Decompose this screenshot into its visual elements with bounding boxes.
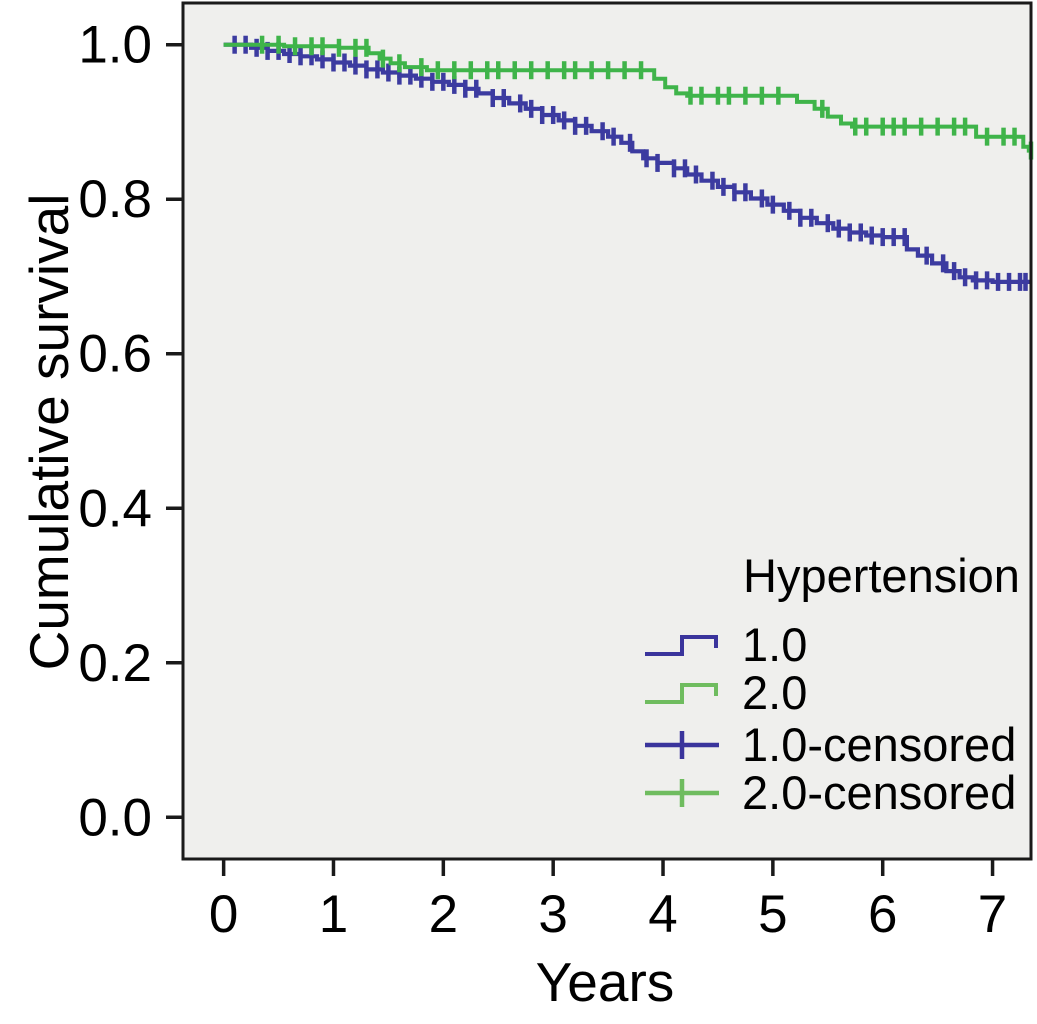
x-axis-tick-label: 0 [209,885,238,944]
x-axis-tick-label: 1 [319,885,348,944]
legend-title: Hypertension [743,549,1020,602]
x-axis-title: Years [536,951,675,1013]
legend-swatch-step-2.0-icon [645,683,718,704]
legend-swatch-step-1.0-icon [645,635,718,656]
x-axis-tick-label: 3 [538,885,567,944]
y-axis-title: Cumulative survival [18,194,80,671]
y-axis-tick-label: 0.4 [78,479,152,538]
legend-label-1.0-censored: 1.0-censored [742,718,1016,771]
survival-curve-1.0 [223,42,1031,284]
x-axis-tick-label: 2 [429,885,458,944]
y-axis-tick-label: 0.8 [78,170,152,229]
survival-curve-2.0 [223,42,1031,153]
legend-label-1.0: 1.0 [742,618,807,671]
x-axis-tick-label: 6 [868,885,897,944]
y-axis-tick-label: 0.0 [78,788,152,847]
y-axis-tick-label: 0.6 [78,325,152,384]
plot-layer: 0 1 2 3 4 5 6 7 0.0 0.2 0.4 0.6 0.8 1.0 [78,1,1034,944]
legend-swatch-censor-1.0-icon [645,731,719,759]
legend-swatch-censor-2.0-icon [645,779,719,807]
legend-label-2.0-censored: 2.0-censored [742,766,1016,819]
legend-label-2.0: 2.0 [742,666,807,719]
legend: Hypertension 1.0 2.0 1.0-censored 2.0-ce… [645,549,1020,819]
x-axis-tick-label: 7 [978,885,1007,944]
y-axis-tick-label: 0.2 [78,634,152,693]
y-axis-tick-label: 1.0 [78,16,152,75]
x-axis-tick-label: 5 [758,885,787,944]
x-axis-tick-label: 4 [648,885,677,944]
plot-background [183,3,1031,859]
plot-border [181,1,1033,861]
